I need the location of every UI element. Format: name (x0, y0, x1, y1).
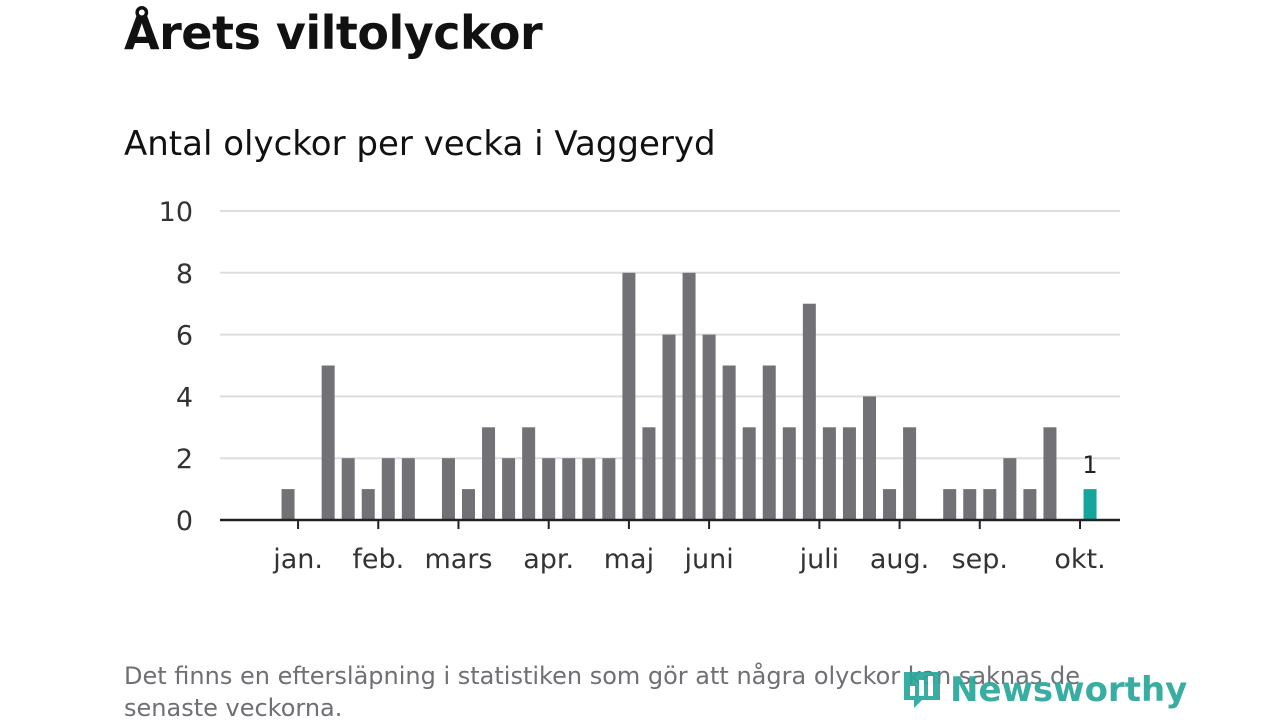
x-tick-label: juli (799, 544, 840, 575)
chart-title: Årets viltolyckor (124, 6, 543, 60)
bar (582, 458, 596, 520)
newsworthy-logo-icon (904, 672, 940, 708)
bar (281, 489, 295, 520)
bar (1023, 489, 1037, 520)
bar (602, 458, 616, 520)
bar-chart: 0 2 4 6 8 10 1 jan. feb. mars apr. maj juni juli aug. s… (159, 197, 1120, 575)
bar (963, 489, 977, 520)
x-tick-label: mars (424, 544, 492, 575)
bar (762, 365, 776, 520)
bar (682, 272, 696, 520)
bar (381, 458, 395, 520)
bar (321, 365, 335, 520)
x-tick-label: feb. (352, 544, 404, 575)
bar (903, 427, 917, 520)
bar (782, 427, 796, 520)
bar (622, 272, 636, 520)
bar (822, 427, 836, 520)
brand-logo: Newsworthy (900, 668, 1187, 712)
x-tick-label: jan. (272, 544, 323, 575)
bar (401, 458, 415, 520)
bar (742, 427, 756, 520)
bar (702, 334, 716, 520)
bar (361, 489, 375, 520)
bar (462, 489, 475, 520)
x-tick-label: apr. (523, 544, 574, 575)
bar (482, 427, 496, 520)
bar (562, 458, 576, 520)
x-tick-label: sep. (952, 544, 1008, 575)
bar (863, 396, 876, 520)
bar (883, 489, 897, 520)
bar (722, 365, 736, 520)
y-tick-label: 2 (176, 444, 193, 475)
y-tick-label: 6 (176, 321, 193, 352)
y-tick-label: 10 (159, 197, 193, 228)
bar (802, 303, 816, 520)
y-tick-label: 0 (176, 506, 193, 537)
bar (662, 334, 676, 520)
bar (842, 427, 856, 520)
bar (502, 458, 516, 520)
bar (542, 458, 556, 520)
x-tick-label: juni (683, 544, 733, 575)
chart-subtitle: Antal olyckor per vecka i Vaggeryd (124, 124, 716, 164)
bar (341, 458, 355, 520)
bar (943, 489, 957, 520)
y-tick-label: 4 (176, 382, 193, 413)
bar (441, 458, 455, 520)
y-tick-label: 8 (176, 259, 193, 290)
bar (1003, 458, 1017, 520)
bar (1043, 427, 1057, 520)
bar (642, 427, 656, 520)
bar (983, 489, 997, 520)
bar (522, 427, 536, 520)
x-tick-label: aug. (870, 544, 929, 575)
x-tick-label: okt. (1054, 544, 1105, 575)
highlight-value-label: 1 (1082, 451, 1097, 479)
bar-highlight (1083, 489, 1097, 520)
x-tick-label: maj (604, 544, 654, 575)
brand-name: Newsworthy (950, 670, 1188, 710)
